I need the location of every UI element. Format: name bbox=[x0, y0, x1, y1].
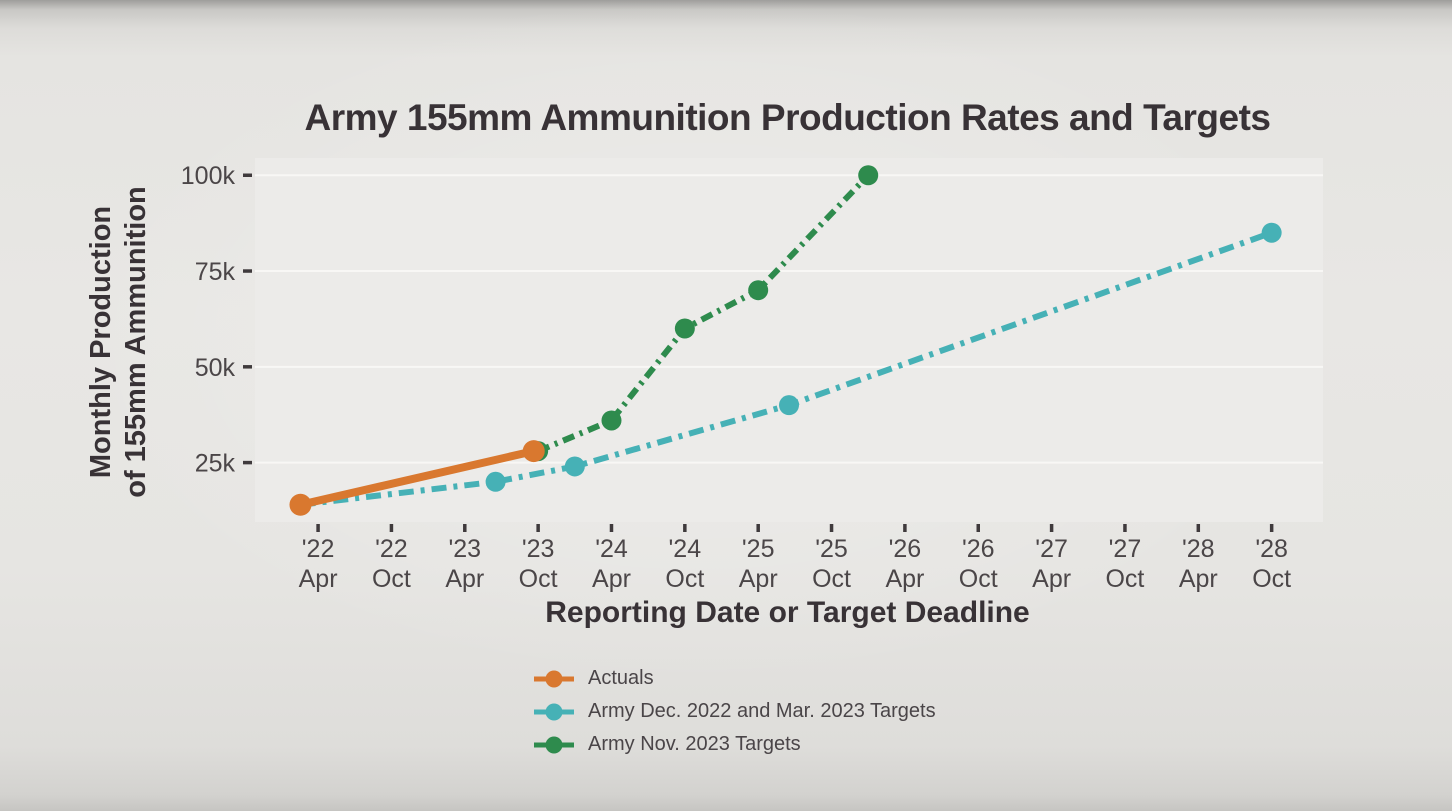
data-point bbox=[858, 165, 879, 186]
data-point bbox=[748, 280, 769, 301]
legend-item-nov2023-targets: Army Nov. 2023 Targets bbox=[532, 732, 936, 757]
y-tick-label: 75k bbox=[195, 258, 236, 286]
data-point bbox=[522, 440, 545, 463]
data-point bbox=[1261, 222, 1282, 243]
x-tick-label: '27 Apr bbox=[1032, 535, 1071, 593]
legend-item-dec2022-mar2023-targets: Army Dec. 2022 and Mar. 2023 Targets bbox=[532, 699, 936, 724]
x-tick-label: '24 Apr bbox=[592, 535, 631, 593]
x-axis-title: Reporting Date or Target Deadline bbox=[545, 596, 1030, 629]
legend-label-dec2022-mar2023-targets: Army Dec. 2022 and Mar. 2023 Targets bbox=[588, 700, 936, 722]
x-tick-label: '26 Oct bbox=[959, 535, 998, 593]
chart-legend: Actuals Army Dec. 2022 and Mar. 2023 Tar… bbox=[532, 666, 936, 757]
x-tick-label: '23 Oct bbox=[519, 535, 558, 593]
data-point bbox=[485, 471, 506, 492]
legend-marker-dec2022-mar2023-icon bbox=[534, 703, 574, 720]
data-point bbox=[779, 395, 799, 416]
x-tick-label: '22 Oct bbox=[372, 535, 411, 593]
x-tick-label: '28 Apr bbox=[1179, 535, 1218, 593]
x-tick-label: '24 Oct bbox=[665, 535, 704, 593]
legend-label-nov2023-targets: Army Nov. 2023 Targets bbox=[588, 733, 801, 755]
data-point bbox=[289, 493, 312, 516]
data-point bbox=[564, 456, 585, 477]
y-tick-label: 100k bbox=[181, 162, 236, 190]
x-tick-label: '28 Oct bbox=[1252, 535, 1291, 593]
x-tick-label: '26 Apr bbox=[885, 535, 924, 593]
legend-item-actuals: Actuals bbox=[532, 666, 936, 691]
series-line-actuals bbox=[299, 447, 535, 509]
x-tick-label: '25 Apr bbox=[739, 535, 778, 593]
plot-area bbox=[255, 158, 1323, 522]
legend-marker-actuals-icon bbox=[534, 670, 574, 687]
data-point bbox=[601, 410, 622, 431]
chart-title: Army 155mm Ammunition Production Rates a… bbox=[304, 97, 1271, 138]
y-tick-label: 25k bbox=[195, 450, 236, 478]
x-tick-label: '25 Oct bbox=[812, 535, 851, 593]
y-tick-label: 50k bbox=[195, 354, 236, 382]
legend-marker-nov2023-icon bbox=[534, 736, 574, 753]
x-tick-label: '23 Apr bbox=[445, 535, 484, 593]
data-point bbox=[674, 318, 695, 339]
x-tick-label: '27 Oct bbox=[1105, 535, 1144, 593]
x-tick-label: '22 Apr bbox=[299, 535, 338, 593]
legend-label-actuals: Actuals bbox=[588, 667, 654, 689]
